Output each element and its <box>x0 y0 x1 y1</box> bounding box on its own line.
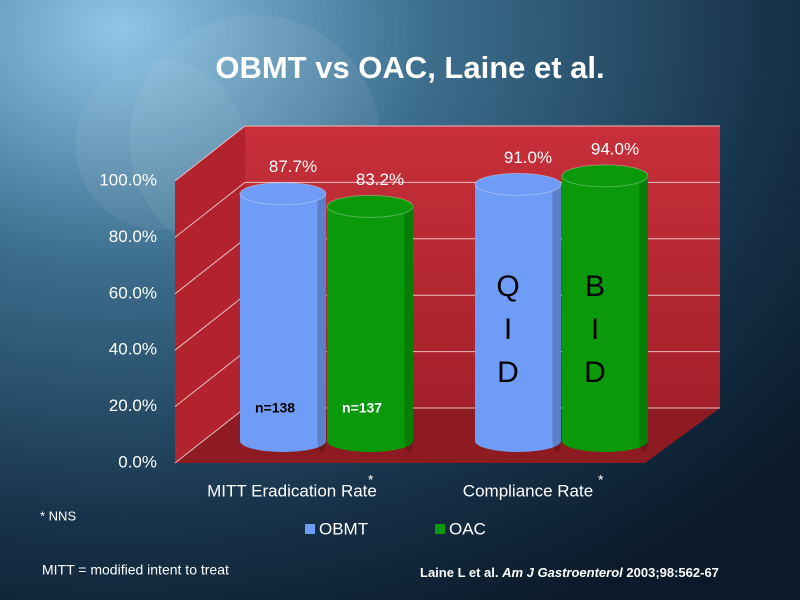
x-tick-label: Compliance Rate <box>463 481 593 500</box>
bar-note: QID <box>492 270 525 399</box>
legend-label: OAC <box>449 519 486 538</box>
category-mark: * <box>368 472 374 488</box>
value-label: 83.2% <box>356 170 404 189</box>
bar-top <box>239 182 327 206</box>
y-tick-label: 40.0% <box>109 340 157 359</box>
bar-shade <box>639 175 648 453</box>
category-mark: * <box>598 472 604 488</box>
bar-top <box>474 172 562 196</box>
grid-line <box>174 125 720 182</box>
y-tick-label: 0.0% <box>118 452 157 471</box>
footnote: MITT = modified intent to treat <box>42 562 229 578</box>
citation-part: Laine L et al. <box>420 565 503 580</box>
bar <box>561 164 649 453</box>
bar-body <box>240 193 326 452</box>
footnote: * NNS <box>40 508 76 523</box>
y-tick-label: 20.0% <box>109 396 157 415</box>
left-wall <box>175 126 245 463</box>
legend-swatch <box>305 524 315 534</box>
bar-note: n=138 <box>255 400 295 416</box>
citation-part: 2003;98:562-67 <box>622 565 719 580</box>
bar-body <box>562 175 648 453</box>
bar <box>239 182 327 452</box>
citation: Laine L et al. Am J Gastroenterol 2003;9… <box>420 564 780 582</box>
bar-note: n=137 <box>342 400 382 416</box>
citation-journal: Am J Gastroenterol <box>502 565 623 580</box>
bar-note: BID <box>579 270 612 399</box>
grid-line <box>174 181 720 238</box>
bar-shade <box>404 206 413 452</box>
bar-top <box>561 164 649 188</box>
y-tick-label: 100.0% <box>99 170 157 189</box>
citation-box: Laine L et al. Am J Gastroenterol 2003;9… <box>420 564 780 582</box>
bar-top <box>326 194 414 218</box>
chart-title: OBMT vs OAC, Laine et al. <box>215 50 604 85</box>
value-label: 87.7% <box>269 157 317 176</box>
bar-body <box>475 184 561 452</box>
y-tick-label: 80.0% <box>109 227 157 246</box>
bar <box>326 194 414 452</box>
y-tick-label: 60.0% <box>109 283 157 302</box>
bar <box>474 172 562 452</box>
legend-label: OBMT <box>319 519 368 538</box>
x-tick-label: MITT Eradication Rate <box>207 481 377 500</box>
bar-shade <box>552 184 561 452</box>
bar-shade <box>317 193 326 452</box>
value-label: 94.0% <box>591 139 639 158</box>
bar-body <box>327 206 413 452</box>
legend-swatch <box>435 524 445 534</box>
value-label: 91.0% <box>504 148 552 167</box>
